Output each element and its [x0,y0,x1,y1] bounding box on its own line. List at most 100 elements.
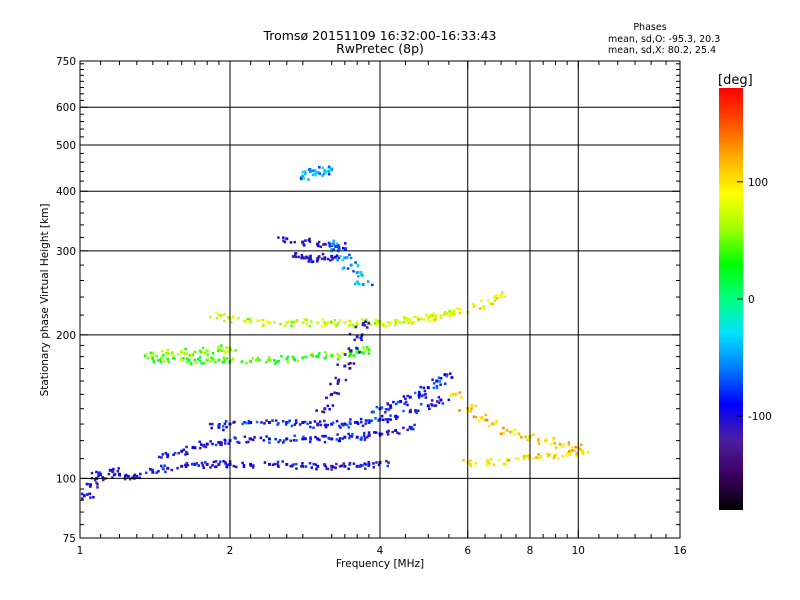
echo-point [321,434,324,438]
x-axis: 1 2 4 6 8 10 16 [77,61,687,557]
echo-point [323,170,327,174]
echo-point [285,437,289,441]
echo-point [167,360,170,364]
echo-point [417,319,420,322]
echo-point [392,400,395,404]
echo-point [286,355,290,359]
echo-point [355,420,359,424]
echo-point [339,319,342,322]
echo-point [211,358,215,361]
echo-point [349,320,352,323]
echo-point [231,357,235,360]
echo-point [285,462,289,466]
echo-point [458,391,461,394]
echo-point [135,474,139,478]
echo-point [225,425,228,429]
echo-point [331,421,335,425]
echo-point [285,237,289,241]
echo-point [345,256,349,259]
echo-point [223,350,226,353]
echo-point [554,446,558,449]
echo-point [481,307,484,310]
echo-point [347,319,350,322]
echo-point [211,464,214,467]
echo-point [144,471,148,475]
echo-point [212,460,216,464]
echo-point [282,239,285,242]
echo-point [323,257,326,261]
echo-point [336,245,340,249]
echo-point [301,420,305,424]
echo-point [107,472,111,476]
echo-point [322,243,325,246]
echo-point [349,362,352,365]
echo-point [220,344,223,347]
echo-point [366,320,370,324]
echo-point [128,477,132,481]
echo-point [294,255,298,259]
echo-point [304,355,308,359]
echo-point [318,420,322,423]
echo-point [398,321,402,324]
echo-point [458,311,462,315]
echo-point [226,463,229,467]
echo-point [187,358,191,362]
echo-point [305,255,308,259]
echo-point [164,451,168,455]
echo-point [342,462,346,465]
echo-point [426,315,430,319]
echo-point [367,421,371,424]
echo-point [520,436,523,439]
echo-point [380,406,384,409]
echo-point [302,177,306,180]
echo-point [408,319,412,323]
echo-point [301,464,305,468]
echo-point [505,459,509,463]
echo-point [200,461,204,465]
echo-point [214,443,218,447]
echo-point [387,322,391,325]
echo-point [223,313,226,316]
echo-point [389,321,393,325]
echo-point [349,418,352,421]
echo-point [505,429,509,433]
echo-point [491,422,494,426]
echo-point [243,421,246,424]
echo-point [435,317,438,320]
echo-point [201,346,205,350]
echo-point [313,169,317,172]
echo-point [227,346,230,349]
echo-point [439,383,442,386]
echo-point [82,494,86,498]
echo-point [89,496,92,499]
echo-point [217,440,221,444]
echo-point [403,402,406,405]
echo-point [417,390,421,394]
echo-point [352,362,356,365]
echo-point [354,325,358,329]
echo-point [320,257,324,261]
echo-point [327,172,331,176]
echo-point [151,351,155,355]
echo-point [293,240,297,244]
echo-point [260,421,263,424]
echo-point [546,452,549,456]
echo-point [326,404,330,408]
echo-point [290,424,294,428]
echo-point [489,302,492,305]
echo-point [564,454,568,458]
echo-point [363,431,366,435]
echo-point [331,404,335,407]
echo-point [497,459,501,462]
echo-point [308,324,311,328]
echo-point [311,173,315,177]
echo-point [451,313,455,316]
echo-point [314,463,318,466]
echo-point [402,395,406,398]
echo-point [360,318,364,321]
echo-point [469,464,473,468]
echo-point [244,320,247,323]
echo-point [292,439,296,442]
echo-point [408,426,412,430]
echo-point [89,485,92,488]
